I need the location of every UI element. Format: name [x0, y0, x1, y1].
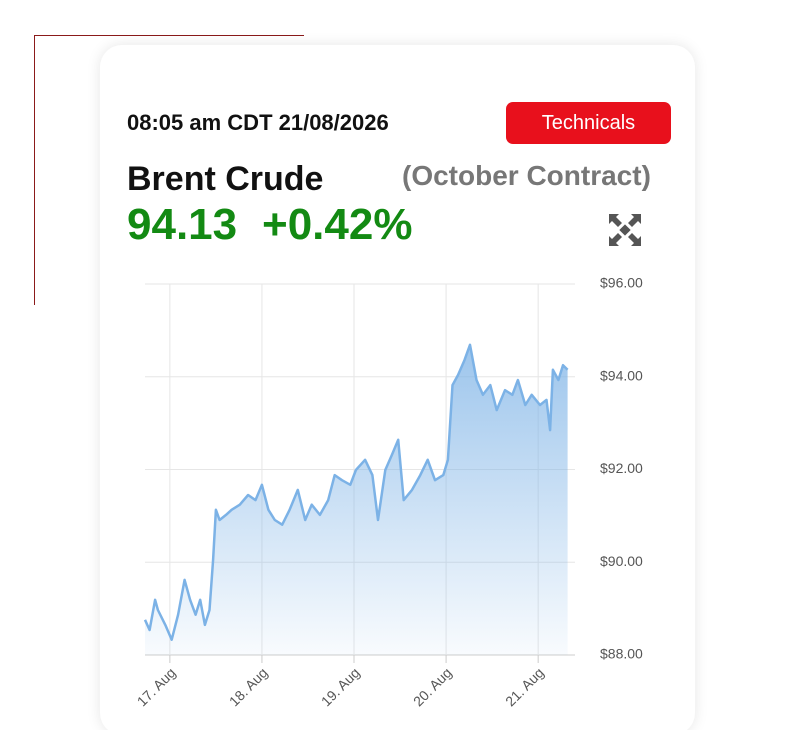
y-tick-label: $90.00 [600, 553, 643, 569]
decor-line [34, 35, 304, 36]
change: +0.42% [262, 200, 413, 249]
x-tick-label: 18. Aug [226, 664, 271, 709]
technicals-button[interactable]: Technicals [506, 102, 671, 144]
y-tick-label: $92.00 [600, 460, 643, 476]
y-tick-label: $94.00 [600, 367, 643, 383]
x-tick-label: 20. Aug [410, 664, 455, 709]
decor-line [34, 35, 35, 305]
contract: (October Contract) [402, 160, 651, 191]
price-line [143, 343, 569, 641]
instrument-name: Brent Crude [127, 160, 324, 198]
price: 94.13 [127, 200, 238, 249]
x-tick-label: 21. Aug [502, 664, 547, 709]
y-tick-label: $96.00 [600, 275, 643, 291]
x-tick-label: 17. Aug [134, 664, 179, 709]
expand-icon[interactable] [609, 214, 641, 246]
y-tick-label: $88.00 [600, 646, 643, 662]
x-tick-label: 19. Aug [318, 664, 363, 709]
area-fill [145, 344, 568, 655]
timestamp: 08:05 am CDT 21/08/2026 [127, 110, 389, 135]
